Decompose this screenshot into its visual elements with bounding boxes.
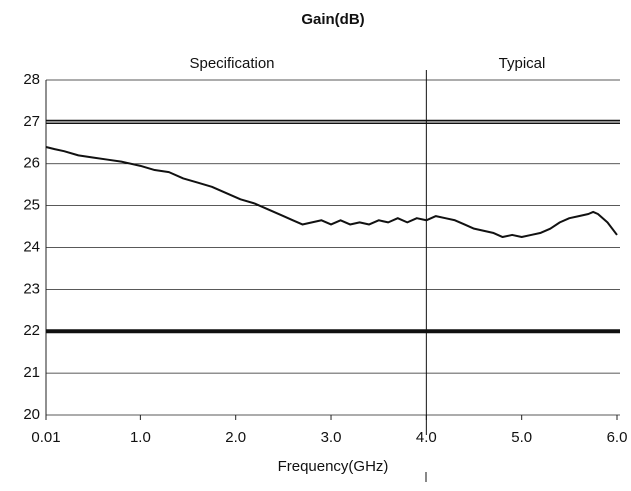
- x-tick-label: 4.0: [416, 429, 437, 446]
- y-tick-label: 26: [23, 155, 40, 172]
- y-tick-label: 24: [23, 238, 40, 255]
- x-tick-label: 5.0: [511, 429, 532, 446]
- y-tick-label: 21: [23, 364, 40, 381]
- gain-line: [45, 146, 618, 239]
- y-tick-label: 22: [23, 322, 40, 339]
- y-tick-label: 20: [23, 406, 40, 423]
- annotation: Specification: [189, 55, 274, 72]
- annotation: Typical: [499, 55, 546, 72]
- y-tick-label: 25: [23, 197, 40, 214]
- y-tick-label: 28: [23, 71, 40, 88]
- x-tick-label: 6.0: [607, 429, 628, 446]
- x-tick-label: 1.0: [130, 429, 151, 446]
- chart-title: Gain(dB): [301, 11, 364, 28]
- x-axis-label: Frequency(GHz): [278, 458, 389, 475]
- y-tick-label: 27: [23, 113, 40, 130]
- x-tick-label: 0.01: [31, 429, 60, 446]
- x-tick-label: 2.0: [225, 429, 246, 446]
- x-tick-label: 3.0: [321, 429, 342, 446]
- y-tick-label: 23: [23, 280, 40, 297]
